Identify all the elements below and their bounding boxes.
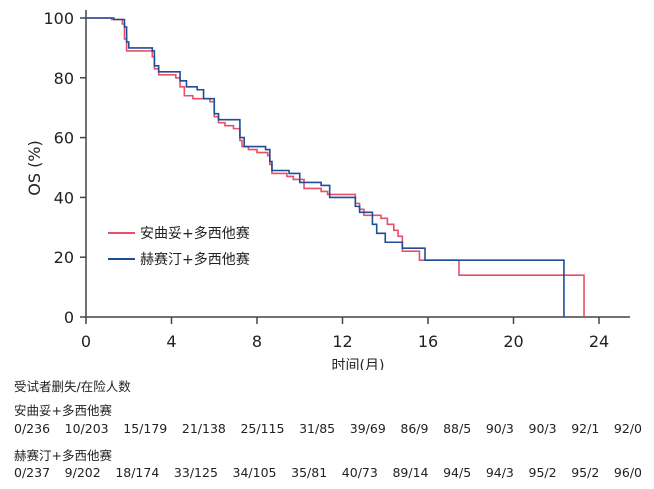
survival-curve-1 xyxy=(86,17,585,317)
risk-cell: 39/69 xyxy=(349,421,386,436)
risk-row: 0/236 10/203 15/179 21/138 25/115 31/85 39/69 8… xyxy=(14,421,642,436)
risk-cell: 15/179 xyxy=(123,421,168,436)
plot-area: 0 20 40 60 80 100 0 4 8 12 16 20 24 OS (%) 时间(月) 安曲妥+多西… xyxy=(25,9,630,370)
x-tick-label: 16 xyxy=(418,332,438,351)
risk-cell: 96/0 xyxy=(613,465,642,480)
risk-cell: 34/105 xyxy=(232,465,277,480)
x-tick-label: 20 xyxy=(503,332,523,351)
risk-cell: 10/203 xyxy=(64,421,109,436)
risk-cell: 94/5 xyxy=(443,465,472,480)
risk-cell: 90/3 xyxy=(485,421,514,436)
risk-table-title: 受试者删失/在险人数 xyxy=(14,379,131,394)
risk-cell: 92/1 xyxy=(571,421,600,436)
risk-cell: 0/237 xyxy=(14,465,51,480)
risk-cell: 95/2 xyxy=(571,465,600,480)
x-tick-label: 24 xyxy=(589,332,609,351)
risk-cell: 18/174 xyxy=(115,465,160,480)
x-tick-label: 0 xyxy=(81,332,91,351)
y-tick-label: 20 xyxy=(54,248,74,267)
risk-cell: 90/3 xyxy=(528,421,557,436)
risk-cell: 92/0 xyxy=(613,421,642,436)
y-tick-label: 60 xyxy=(54,129,74,148)
risk-cell: 9/202 xyxy=(64,465,101,480)
x-tick-label: 8 xyxy=(252,332,262,351)
legend-label: 安曲妥+多西他赛 xyxy=(140,225,250,242)
legend-label: 赫赛汀+多西他赛 xyxy=(140,251,250,268)
risk-cell: 88/5 xyxy=(443,421,472,436)
risk-cell: 95/2 xyxy=(528,465,557,480)
x-axis-label: 时间(月) xyxy=(332,358,385,370)
x-tick-label: 4 xyxy=(166,332,176,351)
risk-cell: 89/14 xyxy=(392,465,429,480)
risk-cell: 0/236 xyxy=(14,421,51,436)
y-tick-label: 100 xyxy=(43,9,74,28)
risk-cell: 94/3 xyxy=(485,465,514,480)
risk-row: 0/237 9/202 18/174 33/125 34/105 35/81 40/73 89… xyxy=(14,465,642,480)
risk-group-name: 赫赛汀+多西他赛 xyxy=(14,448,112,463)
y-axis-label: OS (%) xyxy=(25,140,44,196)
risk-group-name: 安曲妥+多西他赛 xyxy=(14,403,112,418)
risk-cell: 25/115 xyxy=(240,421,285,436)
risk-cell: 33/125 xyxy=(173,465,218,480)
risk-cell: 40/73 xyxy=(341,465,378,480)
risk-cell: 35/81 xyxy=(291,465,328,480)
y-tick-label: 0 xyxy=(64,308,74,327)
x-tick-label: 12 xyxy=(332,332,352,351)
risk-cell: 21/138 xyxy=(181,421,226,436)
survival-curve-2 xyxy=(86,17,565,317)
risk-cell: 31/85 xyxy=(299,421,336,436)
y-tick-label: 40 xyxy=(54,188,74,207)
y-tick-label: 80 xyxy=(54,69,74,88)
risk-cell: 86/9 xyxy=(400,421,429,436)
